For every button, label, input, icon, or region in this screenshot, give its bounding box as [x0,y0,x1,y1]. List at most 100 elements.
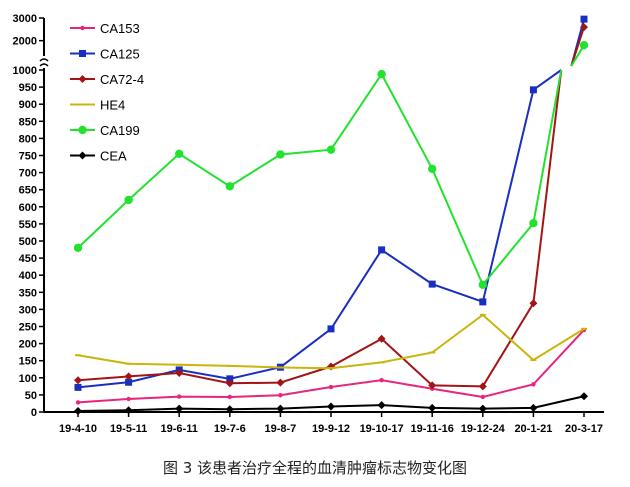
legend-marker-he4 [79,103,86,106]
data-point-cea [276,404,285,413]
data-point-cea [580,392,588,401]
figure-caption: 图 3 该患者治疗全程的血清肿瘤标志物变化图 [162,459,468,477]
data-point-ca153 [75,400,81,405]
y-tick-label: 200 [19,339,37,351]
y-tick-label: 2000 [13,36,37,48]
axis-break-mark [39,58,49,62]
y-tick-label: 750 [19,151,37,163]
data-point-ca125 [74,383,82,391]
data-point-cea [529,403,538,412]
data-point-ca153 [379,377,384,383]
data-point-ca72-4 [175,369,184,378]
y-tick-label: 250 [19,322,37,334]
x-tick-label: 19-6-11 [161,423,198,435]
y-tick-label: 300 [19,304,37,316]
data-point-ca199 [579,41,589,50]
legend-label-ca72-4: CA72-4 [100,72,144,87]
data-point-ca153 [328,384,334,390]
data-point-ca199 [529,219,538,228]
y-tick-label: 100 [19,373,37,385]
data-point-ca125 [580,15,588,23]
legend-marker-ca72-4 [78,75,87,83]
y-tick-label: 500 [19,236,37,248]
series-line-ca199 [77,44,585,287]
data-point-ca125 [479,298,487,306]
data-point-ca72-4 [580,23,588,32]
y-tick-label: 900 [19,99,37,111]
data-point-cea [124,406,133,415]
x-tick-label: 19-7-6 [214,423,246,435]
data-point-he4 [479,313,486,316]
x-tick-label: 19-10-17 [360,423,404,435]
data-point-he4 [581,327,587,330]
data-point-cea [225,405,234,414]
data-point-cea [327,402,335,411]
data-point-ca199 [225,182,234,191]
legend-marker-cea [78,151,87,160]
legend-marker-ca125 [79,50,86,57]
data-point-ca72-4 [327,362,335,371]
data-point-cea [428,403,437,412]
data-point-he4 [429,351,436,354]
data-point-ca125 [125,378,133,386]
y-tick-label: 800 [19,133,37,145]
x-tick-label: 20-3-17 [565,423,603,435]
y-tick-label: 1000 [13,65,37,77]
y-tick-label: 50 [25,390,37,402]
data-point-ca199 [326,145,336,154]
data-point-he4 [328,367,334,370]
data-point-ca72-4 [124,372,133,381]
data-point-ca199 [478,280,487,289]
data-point-ca153 [278,393,283,398]
legend-label-he4: HE4 [100,98,125,113]
data-point-cea [74,406,82,415]
data-point-ca72-4 [74,376,82,385]
data-point-ca153 [227,394,232,400]
data-point-cea [175,404,184,413]
y-tick-label: 450 [19,253,37,265]
y-tick-label: 150 [19,356,37,368]
legend-label-cea: CEA [100,149,127,164]
y-tick-label: 600 [19,202,37,214]
data-point-ca199 [428,164,437,174]
data-point-ca125 [226,375,234,383]
x-tick-label: 19-5-11 [110,423,147,435]
data-point-cea [478,404,487,413]
data-point-ca125 [529,86,537,94]
data-point-ca153 [531,382,536,387]
y-tick-label: 850 [19,116,37,128]
data-point-he4 [530,359,537,362]
x-tick-label: 19-9-12 [312,423,350,435]
data-point-he4 [378,361,385,364]
data-point-he4 [277,366,284,369]
x-tick-label: 20-1-21 [514,423,552,435]
data-point-he4 [176,363,183,366]
y-tick-label: 400 [19,270,37,282]
data-point-ca125 [378,246,386,254]
data-point-he4 [226,364,233,367]
axis-break-mark [39,63,49,67]
legend-label-ca125: CA125 [100,47,140,62]
legend-label-ca199: CA199 [100,123,140,138]
data-point-ca153 [480,394,485,400]
y-tick-label: 350 [19,287,37,299]
y-tick-label: 550 [19,219,37,231]
data-point-ca199 [175,149,184,158]
y-tick-label: 950 [19,82,37,94]
x-tick-label: 19-11-16 [410,423,453,435]
y-tick-label: 0 [31,407,37,419]
data-point-ca72-4 [276,378,285,387]
tumor-marker-line-chart: 0 50 100 150 200 250 300 350 400 450 500 550 600 650 7… [13,13,604,435]
x-tick-label: 19-4-10 [59,423,97,435]
legend-marker-ca153 [80,25,85,31]
data-point-he4 [125,362,132,365]
data-point-ca153 [177,394,182,399]
x-tick-label: 19-12-24 [461,423,506,435]
series-line-he4 [77,313,585,370]
x-tick-label: 19-8-7 [265,423,297,435]
data-point-ca125 [428,280,436,288]
data-point-ca199 [124,195,133,205]
y-tick-label: 3000 [13,13,37,25]
data-point-ca72-4 [428,381,437,390]
data-point-ca199 [276,150,285,159]
